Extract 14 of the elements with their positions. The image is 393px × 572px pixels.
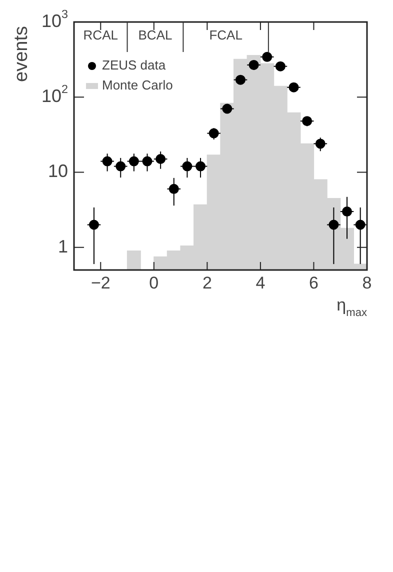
annotation: FCAL — [209, 28, 242, 43]
annotation: RCAL — [83, 28, 118, 43]
annotation: BCAL — [138, 28, 172, 43]
legend-label: Monte Carlo — [102, 78, 173, 93]
x-tick-label: 0 — [149, 274, 159, 293]
x-tick-label: 2 — [202, 274, 212, 293]
x-tick-label: 8 — [362, 274, 372, 293]
legend-label: ZEUS data — [102, 58, 166, 73]
y-tick-label: 10 — [48, 161, 68, 182]
y-axis-title: events — [11, 26, 32, 82]
x-tick-label: 6 — [309, 274, 318, 293]
x-tick-label: −2 — [90, 274, 110, 293]
y-tick-label: 1 — [58, 236, 68, 256]
x-tick-label: 4 — [256, 274, 266, 293]
